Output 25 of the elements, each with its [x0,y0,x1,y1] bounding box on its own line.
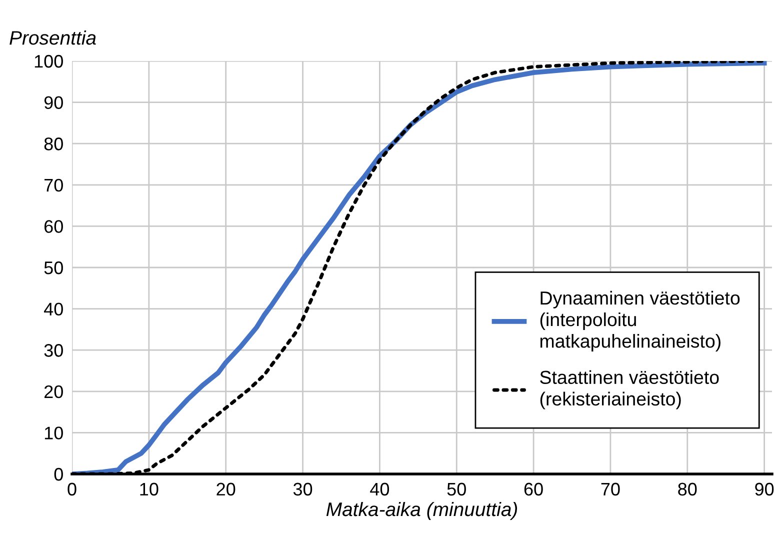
y-tick-label: 80 [44,138,63,150]
y-tick-label: 100 [34,54,63,68]
legend-label: Staattinen väestötieto (rekisteriaineisto) [540,370,719,410]
y-tick-label: 0 [54,468,63,481]
x-tick-label: 50 [447,482,466,496]
legend-label: Dynaaminen väestötieto (interpoloitu matkapuhelinaineisto) [540,290,740,352]
x-tick-label: 20 [216,482,236,496]
y-tick-label: 10 [44,426,63,440]
y-tick-label: 60 [44,220,63,233]
x-tick-label: 10 [140,482,158,496]
x-tick-label: 60 [524,482,543,496]
x-tick-label: 80 [678,482,697,496]
x-axis-title: Matka-aika (minuuttia) [326,502,518,520]
x-tick-label: 90 [755,482,774,496]
y-tick-label: 40 [44,302,63,316]
x-tick-label: 40 [370,482,390,496]
x-tick-label: 0 [68,482,76,496]
x-tick-label: 30 [293,482,312,496]
x-tick-label: 70 [601,482,620,496]
y-tick-label: 90 [44,96,63,110]
y-tick-label: 20 [44,385,63,398]
y-tick-label: 70 [44,178,63,192]
y-axis-title: Prosenttia [10,30,96,45]
y-tick-label: 30 [44,344,63,357]
y-tick-label: 50 [44,261,63,274]
